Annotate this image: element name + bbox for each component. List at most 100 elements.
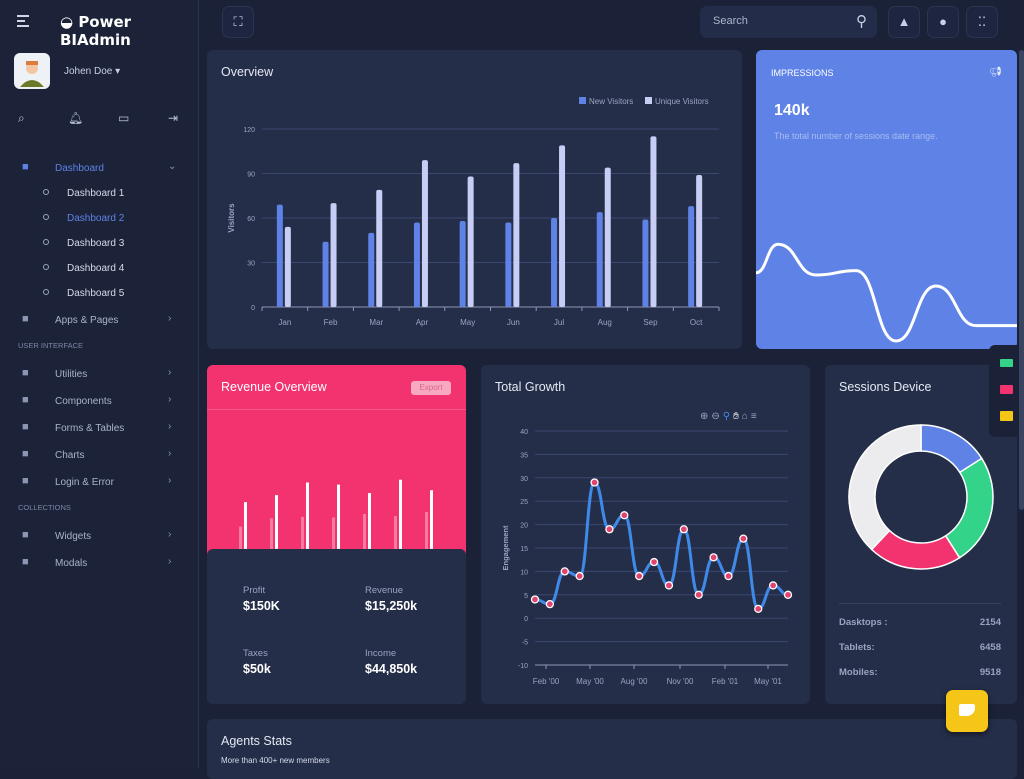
image-icon[interactable]	[1000, 385, 1013, 394]
user-menu[interactable]: Johen Doe ▾	[64, 66, 120, 77]
sidebar-item[interactable]: ■ Utilities ›	[0, 364, 199, 384]
bar-new-visitors[interactable]	[276, 204, 283, 307]
agents-stats-card: Agents Stats More than 400+ new members	[207, 719, 1017, 779]
x-tick-label: Sep	[643, 318, 658, 327]
x-tick-label: Oct	[690, 318, 703, 327]
slides-icon[interactable]	[1000, 411, 1013, 421]
pan-icon[interactable]: ✋︎	[733, 411, 742, 422]
export-button[interactable]: Export	[411, 381, 451, 395]
bar-unique-visitors[interactable]	[330, 203, 337, 307]
x-tick-label: Feb	[324, 318, 338, 327]
menu-icon[interactable]: ≡	[750, 411, 760, 422]
data-point[interactable]	[739, 534, 748, 543]
y-tick-label: 90	[247, 172, 255, 179]
selection-zoom-icon[interactable]: ⚲	[722, 411, 734, 422]
sidebar-item[interactable]: ■ Modals ›	[0, 553, 199, 573]
zoom-out-icon[interactable]: ⊖	[711, 411, 723, 422]
data-point[interactable]	[605, 525, 614, 534]
sidebar-subitem[interactable]: Dashboard 5	[0, 283, 199, 303]
bar-new-visitors[interactable]	[642, 219, 649, 307]
chat-icon[interactable]: ▭	[118, 111, 130, 125]
sidebar-subitem[interactable]: Dashboard 1	[0, 183, 199, 203]
bar-new-visitors[interactable]	[688, 206, 695, 307]
sidebar-subitem[interactable]: Dashboard 3	[0, 233, 199, 253]
fullscreen-button[interactable]: ⛶	[222, 6, 254, 38]
search-icon[interactable]: ⚲	[856, 13, 867, 30]
bar-unique-visitors[interactable]	[696, 174, 703, 307]
y-tick-label: 15	[520, 546, 528, 553]
sidebar-item[interactable]: ■ Charts ›	[0, 445, 199, 465]
data-point[interactable]	[754, 604, 763, 613]
settings-icon: ⁚⁚	[977, 14, 987, 29]
search-input[interactable]	[713, 15, 843, 27]
bar-unique-visitors[interactable]	[559, 145, 566, 307]
search-box[interactable]: ⚲	[700, 6, 877, 38]
data-point[interactable]	[635, 571, 644, 581]
bar-unique-visitors[interactable]	[284, 226, 291, 307]
bar-new-visitors[interactable]	[459, 220, 466, 307]
profile-button[interactable]: ●	[927, 6, 959, 38]
data-point[interactable]	[649, 557, 659, 567]
settings-button[interactable]: ⁚⁚	[966, 6, 998, 38]
data-point[interactable]	[679, 525, 688, 534]
zoom-in-icon[interactable]: ⊕	[700, 411, 712, 422]
bar-new-visitors[interactable]	[505, 222, 512, 307]
menu-toggle-icon[interactable]	[17, 15, 29, 30]
avatar[interactable]	[14, 53, 50, 89]
scrollbar[interactable]	[1019, 0, 1024, 768]
data-point[interactable]	[783, 590, 793, 599]
data-point[interactable]	[694, 590, 703, 599]
total-growth-card: Total Growth ⊕⊖⚲✋︎⌂≡ -10 -5 0 5 10 15 20 25 30 35…	[481, 365, 810, 704]
legend-swatch	[645, 97, 652, 104]
sidebar-item[interactable]: ■ Dashboard ⌄	[0, 158, 199, 178]
camera-icon[interactable]	[1000, 359, 1013, 367]
data-point[interactable]	[575, 571, 584, 581]
bar-new-visitors[interactable]	[368, 232, 375, 307]
data-point[interactable]	[530, 595, 540, 604]
data-point[interactable]	[664, 581, 674, 590]
bar-new-visitors[interactable]	[551, 218, 558, 307]
sidebar-subitem[interactable]: Dashboard 4	[0, 258, 199, 278]
stat-label: Revenue	[365, 585, 404, 596]
notifications-button[interactable]: ▲	[888, 6, 920, 38]
logout-icon[interactable]: ⇥	[168, 111, 179, 125]
bar-new-visitors[interactable]	[322, 241, 329, 307]
donut-slice[interactable]	[848, 424, 922, 551]
sidebar-item[interactable]: ■ Apps & Pages ›	[0, 310, 199, 330]
chat-fab-button[interactable]	[946, 690, 988, 732]
bar-unique-visitors[interactable]	[376, 189, 383, 307]
app-logo[interactable]: ◒ Power BIAdmin	[60, 13, 132, 49]
sidebar-item[interactable]: ■ Widgets ›	[0, 526, 199, 546]
reset-home-icon[interactable]: ⌂	[741, 411, 751, 422]
sidebar-item-label: Utilities	[55, 369, 88, 380]
bar-unique-visitors[interactable]	[513, 163, 520, 307]
bar-new-visitors[interactable]	[596, 212, 603, 307]
bar-unique-visitors[interactable]	[467, 176, 474, 307]
sidebar-subitem[interactable]: Dashboard 2	[0, 208, 199, 228]
donut-slice[interactable]	[944, 457, 994, 559]
y-tick-label: 10	[520, 569, 528, 576]
pie-chart-icon: ■	[22, 448, 29, 460]
bar-unique-visitors[interactable]	[650, 136, 657, 307]
stat-value: $15,250k	[365, 599, 418, 613]
data-point[interactable]	[560, 567, 569, 576]
data-point[interactable]	[768, 581, 778, 590]
search-icon[interactable]: ⌕	[18, 111, 25, 125]
data-point[interactable]	[620, 511, 629, 520]
card-subtitle: More than 400+ new members	[221, 756, 330, 765]
sidebar-subitem-label: Dashboard 5	[67, 288, 125, 299]
data-point[interactable]	[709, 553, 718, 562]
revenue-bar	[244, 502, 247, 549]
bar-unique-visitors[interactable]	[421, 160, 428, 307]
data-point[interactable]	[724, 571, 733, 581]
bar-unique-visitors[interactable]	[604, 167, 611, 307]
bar-new-visitors[interactable]	[413, 222, 420, 307]
sidebar-item[interactable]: ■ Forms & Tables ›	[0, 418, 199, 438]
user-icon: ●	[939, 14, 947, 29]
data-point[interactable]	[590, 478, 599, 487]
sidebar-item[interactable]: ■ Components ›	[0, 391, 199, 411]
bell-icon[interactable]: 🔔︎	[68, 111, 84, 125]
sidebar-item[interactable]: ■ Login & Error ›	[0, 472, 199, 492]
data-point[interactable]	[545, 600, 555, 609]
chart-toolbar: ⊕⊖⚲✋︎⌂≡	[700, 411, 760, 422]
